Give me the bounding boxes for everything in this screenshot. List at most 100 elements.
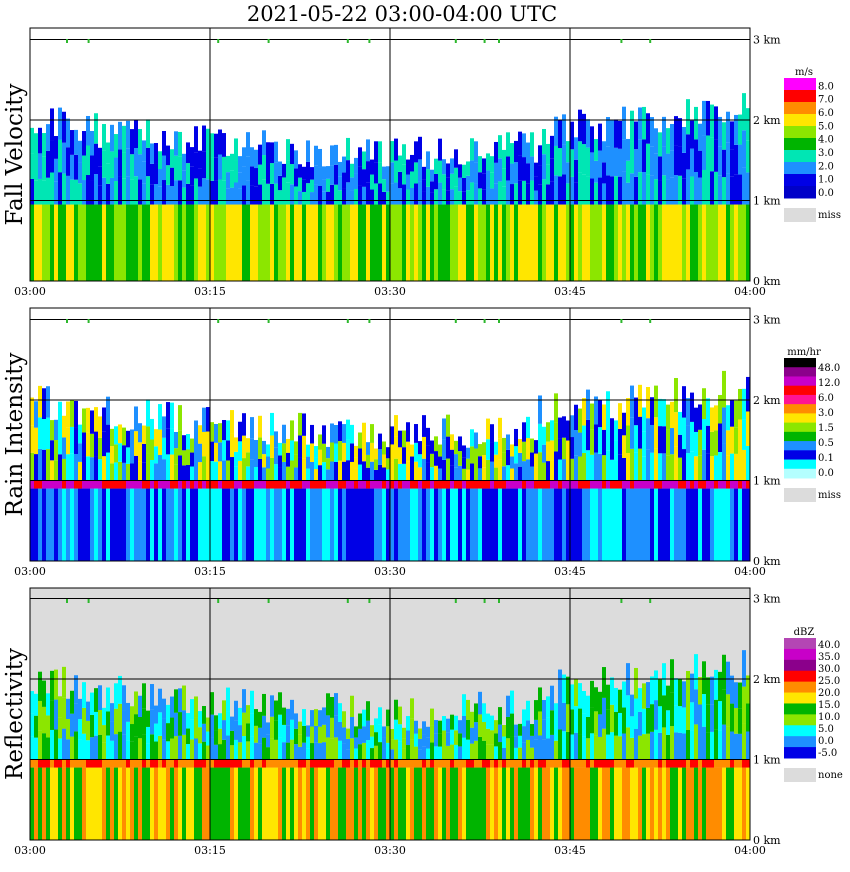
heatmap-cell (134, 691, 138, 715)
heatmap-cell (518, 204, 522, 281)
heatmap-cell (230, 410, 234, 434)
heatmap-cell (318, 167, 322, 186)
heatmap-cell (686, 425, 690, 454)
heatmap-cell (490, 759, 494, 768)
heatmap-cell (174, 759, 178, 768)
heatmap-cell (394, 699, 398, 720)
heatmap-cell (126, 430, 130, 448)
heatmap-cell (342, 188, 346, 205)
heatmap-cell (206, 204, 210, 281)
heatmap-cell (58, 401, 62, 428)
heatmap-cell (662, 759, 666, 768)
heatmap-cell (450, 173, 454, 190)
heatmap-cell (342, 711, 346, 728)
heatmap-cell (306, 161, 310, 184)
heatmap-cell (330, 204, 334, 281)
heatmap-cell (430, 440, 434, 454)
heatmap-cell (670, 123, 674, 151)
heatmap-cell (538, 145, 542, 166)
heatmap-cell (94, 688, 98, 712)
heatmap-cell (482, 442, 486, 455)
heatmap-cell (378, 449, 382, 465)
heatmap-cell (38, 480, 42, 489)
heatmap-cell (494, 467, 498, 481)
heatmap-cell (342, 461, 346, 481)
heatmap-cell (430, 725, 434, 743)
heatmap-cell (714, 699, 718, 730)
heatmap-cell (518, 735, 522, 748)
heatmap-cell (510, 163, 514, 185)
heatmap-cell (314, 457, 318, 470)
heatmap-cell (190, 185, 194, 205)
heatmap-cell (106, 759, 110, 768)
heatmap-cell (142, 183, 146, 205)
heatmap-cell (646, 480, 650, 489)
heatmap-cell (162, 488, 166, 561)
heatmap-cell (650, 488, 654, 561)
heatmap-cell (642, 767, 646, 840)
heatmap-cell (402, 488, 406, 561)
heatmap-cell (654, 204, 658, 281)
marker-dot (217, 599, 220, 603)
heatmap-cell (326, 458, 330, 470)
heatmap-cell (286, 767, 290, 840)
heatmap-cell (86, 432, 90, 457)
heatmap-cell (182, 435, 186, 451)
heatmap-cell (82, 180, 86, 205)
heatmap-cell (678, 204, 682, 281)
heatmap-cell (318, 767, 322, 840)
heatmap-cell (726, 767, 730, 840)
heatmap-cell (526, 183, 530, 205)
heatmap-cell (514, 183, 518, 205)
heatmap-cell (626, 480, 630, 489)
heatmap-cell (274, 447, 278, 465)
heatmap-cell (438, 444, 442, 457)
heatmap-cell (234, 700, 238, 721)
heatmap-cell (282, 204, 286, 281)
heatmap-cell (474, 740, 478, 760)
heatmap-cell (86, 115, 90, 146)
heatmap-cell (646, 204, 650, 281)
heatmap-cell (506, 156, 510, 181)
heatmap-cell (82, 759, 86, 768)
heatmap-cell (738, 419, 742, 450)
heatmap-cell (690, 730, 694, 760)
heatmap-cell (310, 204, 314, 281)
heatmap-cell (274, 183, 278, 205)
heatmap-cell (54, 419, 58, 441)
heatmap-cell (598, 480, 602, 489)
heatmap-cell (434, 158, 438, 174)
heatmap-cell (594, 759, 598, 768)
heatmap-cell (338, 161, 342, 177)
heatmap-cell (242, 480, 246, 489)
heatmap-cell (330, 767, 334, 840)
heatmap-cell (94, 143, 98, 175)
heatmap-cell (134, 714, 138, 737)
heatmap-cell (98, 437, 102, 460)
heatmap-cell (710, 431, 714, 457)
heatmap-cell (662, 480, 666, 489)
heatmap-cell (502, 186, 506, 205)
heatmap-cell (554, 175, 558, 205)
heatmap-cell (98, 685, 102, 711)
heatmap-cell (690, 488, 694, 561)
heatmap-cell (106, 767, 110, 840)
heatmap-cell (98, 767, 102, 840)
heatmap-cell (606, 480, 610, 489)
heatmap-cell (50, 172, 54, 205)
x-tick-label: 03:45 (554, 285, 586, 298)
heatmap-cell (374, 141, 378, 163)
heatmap-cell (574, 480, 578, 489)
heatmap-cell (646, 174, 650, 205)
heatmap-cell (230, 204, 234, 281)
heatmap-cell (230, 488, 234, 561)
heatmap-cell (50, 700, 54, 730)
heatmap-cell (538, 395, 542, 424)
heatmap-cell (442, 759, 446, 768)
heatmap-cell (710, 204, 714, 281)
heatmap-cell (618, 712, 622, 737)
heatmap-cell (422, 166, 426, 180)
heatmap-cell (490, 730, 494, 745)
marker-dot (66, 39, 68, 43)
heatmap-cell (462, 164, 466, 178)
